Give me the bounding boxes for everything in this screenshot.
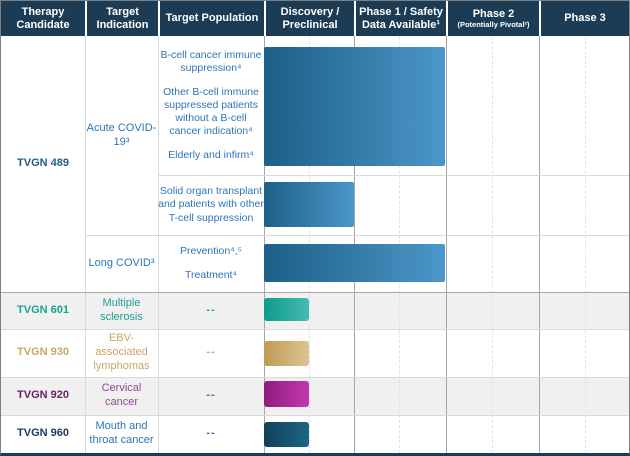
indication-label-mouth-throat-cancer: Mouth and throat cancer xyxy=(89,420,154,446)
mid-phase-dashed-line xyxy=(585,36,586,453)
header-label: Discovery / Preclinical xyxy=(280,5,340,31)
chart-body: TVGN 489 TVGN 601 TVGN 930 TVGN 920 TVGN… xyxy=(1,36,629,453)
indication-label-acute-covid19: Acute COVID-19³ xyxy=(86,121,157,148)
header-cell-discovery-preclinical: Discovery / Preclinical xyxy=(264,1,354,36)
candidate-label-tvgn489: TVGN 489 xyxy=(17,157,69,170)
header-cell-therapy-candidate: Therapy Candidate xyxy=(1,1,85,36)
population-label-treatment: Treatment⁴ xyxy=(185,268,237,281)
header-label: Therapy Candidate xyxy=(16,5,70,31)
population-label-other-bcell: Other B-cell immune suppressed patients … xyxy=(163,85,259,138)
pipeline-bar-tvgn920 xyxy=(264,381,309,407)
population-label-prevention: Prevention⁴,⁵ xyxy=(180,245,242,258)
pipeline-bar-tvgn960 xyxy=(264,422,309,447)
population-label-solid-organ-transplant: Solid organ transplant and patients with… xyxy=(158,185,264,224)
population-placeholder-tvgn930: -- xyxy=(206,346,216,359)
row-divider-tvgn930-tvgn920 xyxy=(1,377,629,378)
row-band-tvgn601 xyxy=(1,292,629,329)
row-divider-tvgn489-tvgn601 xyxy=(1,292,629,293)
pipeline-bar-tvgn489-acute-covid-main xyxy=(264,47,445,166)
population-placeholder-tvgn601: -- xyxy=(206,303,216,316)
phase-boundary-phase2-phase3 xyxy=(539,36,540,453)
header-row: Therapy Candidate Target Indication Targ… xyxy=(1,1,629,36)
header-label: Phase 3 xyxy=(564,12,606,25)
population-group-long-covid: Prevention⁴,⁵ Treatment⁴ xyxy=(158,235,264,292)
row-divider-population-groups xyxy=(158,175,629,176)
column-divider-indication xyxy=(158,36,159,453)
row-divider-tvgn920-tvgn960 xyxy=(1,415,629,416)
row-divider-acute-longcovid xyxy=(85,235,629,236)
pipeline-bar-tvgn601 xyxy=(264,298,309,321)
population-placeholder-tvgn920: -- xyxy=(206,389,216,402)
header-sublabel: (Potentially Pivotal²) xyxy=(457,20,530,30)
header-cell-phase3: Phase 3 xyxy=(539,1,629,36)
indication-label-cervical-cancer: Cervical cancer xyxy=(101,382,142,408)
pipeline-bar-tvgn489-solid-organ xyxy=(264,182,354,227)
header-label: Phase 2 xyxy=(472,7,515,20)
header-label: Target Indication xyxy=(96,5,149,31)
indication-label-ebv-lymphomas: EBV-associated lymphomas xyxy=(93,332,150,372)
phase-boundary-phase1-phase2 xyxy=(446,36,447,453)
row-band-tvgn920 xyxy=(1,377,629,415)
indication-label-multiple-sclerosis: Multiple sclerosis xyxy=(100,296,143,323)
candidate-label-tvgn960: TVGN 960 xyxy=(17,427,69,440)
population-group-acute-covid-main: B-cell cancer immune suppression⁴ Other … xyxy=(158,36,264,175)
header-cell-phase1: Phase 1 / Safety Data Available¹ xyxy=(354,1,446,36)
column-divider-candidate xyxy=(85,36,86,453)
indication-label-long-covid: Long COVID³ xyxy=(88,256,155,269)
header-cell-target-population: Target Population xyxy=(158,1,264,36)
mid-phase-dashed-line xyxy=(492,36,493,453)
population-label-elderly-infirm: Elderly and infirm⁴ xyxy=(168,148,254,161)
pipeline-bar-tvgn930 xyxy=(264,341,309,366)
population-placeholder-tvgn960: -- xyxy=(206,427,216,440)
candidate-label-tvgn601: TVGN 601 xyxy=(17,303,69,316)
header-cell-target-indication: Target Indication xyxy=(85,1,158,36)
population-label-bcell-cancer: B-cell cancer immune suppression⁴ xyxy=(160,49,262,75)
header-label: Target Population xyxy=(165,12,259,25)
candidate-label-tvgn930: TVGN 930 xyxy=(17,346,69,359)
header-label: Phase 1 / Safety Data Available¹ xyxy=(359,5,443,31)
pipeline-bar-tvgn489-long-covid xyxy=(264,244,445,282)
header-cell-phase2: Phase 2 (Potentially Pivotal²) xyxy=(446,1,539,36)
row-divider-tvgn601-tvgn930 xyxy=(1,329,629,330)
candidate-label-tvgn920: TVGN 920 xyxy=(17,389,69,402)
